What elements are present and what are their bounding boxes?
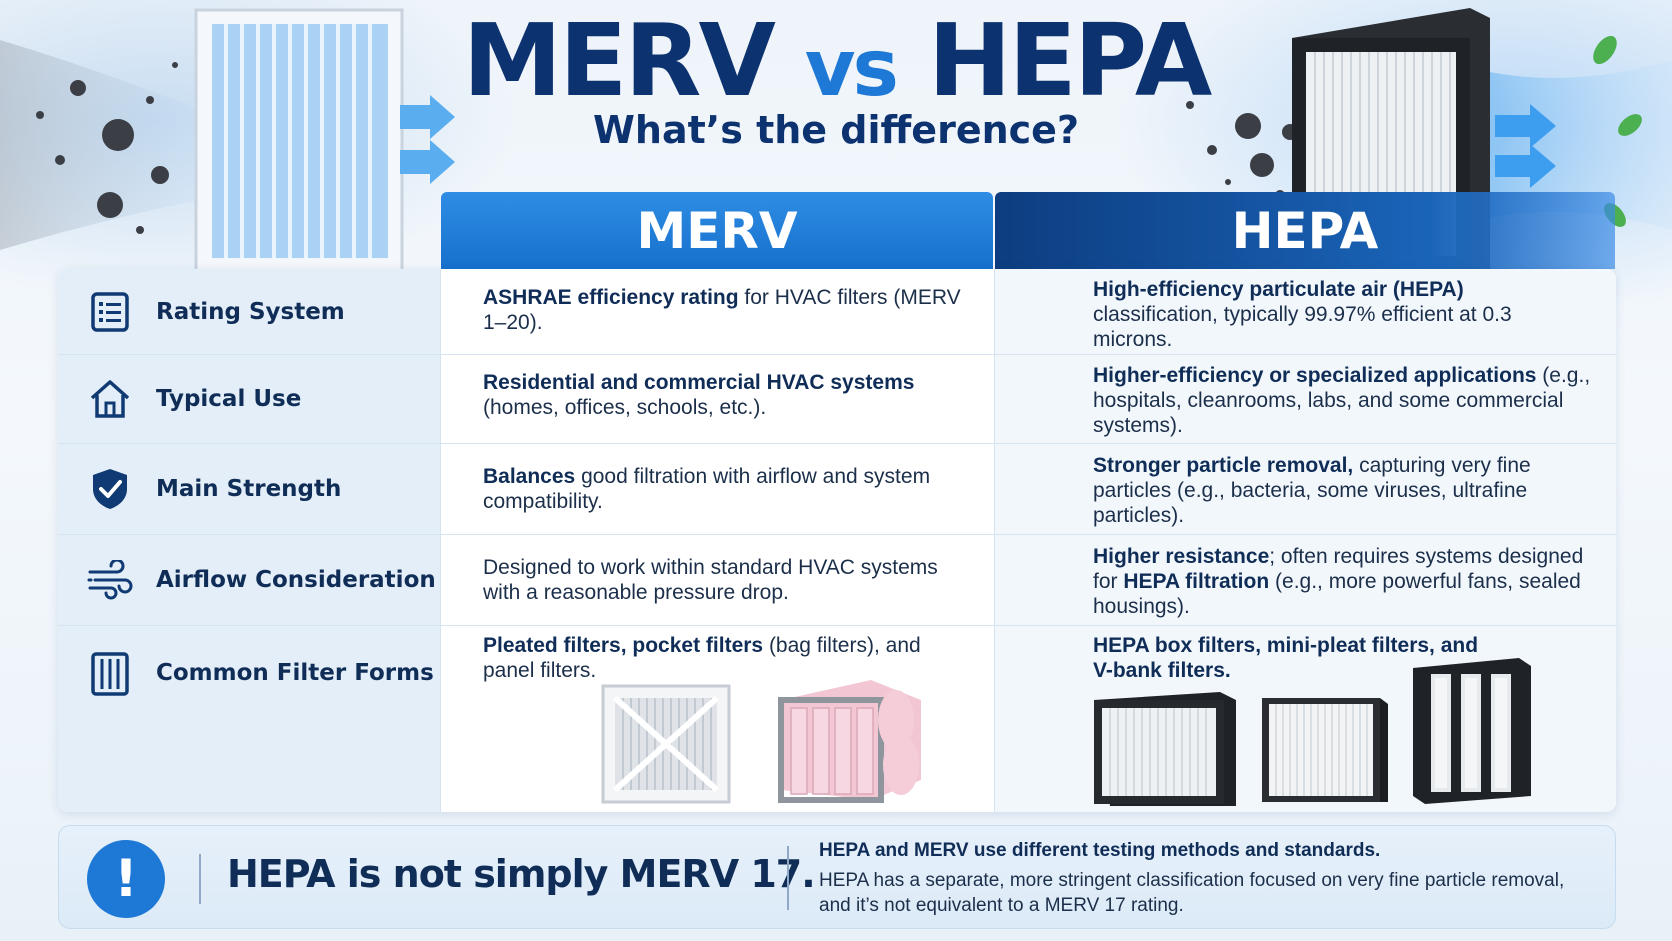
row-label-cell: Main Strength (58, 444, 441, 534)
shield-check-icon (84, 463, 136, 515)
merv-description: Balances good filtration with airflow an… (483, 465, 931, 513)
merv-cell: ASHRAE efficiency rating for HVAC filter… (441, 269, 995, 354)
hepa-description: Higher resistance; often requires system… (1093, 545, 1584, 618)
hepa-description: HEPA box filters, mini-pleat filters, an… (1093, 634, 1479, 682)
page-subtitle: What’s the difference? (593, 108, 1079, 152)
pocket-filter-image (778, 680, 921, 803)
row-label: Typical Use (156, 386, 302, 412)
row-label-cell: Rating System (58, 269, 441, 354)
hepa-cell: High-efficiency particulate air (HEPA) c… (995, 269, 1616, 354)
table-row-common-filter-forms: Common Filter Forms Pleated filters, poc… (58, 626, 1616, 812)
hepa-cell: Higher-efficiency or specialized applica… (995, 355, 1616, 443)
banner-note: HEPA has a separate, more stringent clas… (819, 870, 1565, 916)
merv-description: ASHRAE efficiency rating for HVAC filter… (483, 286, 961, 334)
table-row-typical-use: Typical Use Residential and commercial H… (58, 355, 1616, 444)
row-label-cell: Typical Use (58, 355, 441, 443)
row-label-cell: Common Filter Forms (58, 626, 441, 812)
merv-description: Designed to work within standard HVAC sy… (483, 556, 938, 604)
merv-cell: Balances good filtration with airflow an… (441, 444, 995, 534)
v-bank-filter-image (1413, 658, 1531, 804)
row-label: Main Strength (156, 476, 342, 502)
bottom-note-banner: ! HEPA is not simply MERV 17. HEPA and M… (58, 825, 1616, 929)
table-row-main-strength: Main Strength Balances good filtration w… (58, 444, 1616, 535)
merv-cell: Pleated filters, pocket filters (bag fil… (441, 626, 995, 812)
exclamation-icon: ! (87, 840, 165, 918)
merv-cell: Designed to work within standard HVAC sy… (441, 535, 995, 625)
wind-icon (84, 554, 136, 606)
merv-description: Residential and commercial HVAC systems … (483, 371, 915, 419)
page-title: MERV vs HEPA (0, 6, 1672, 116)
hepa-cell: HEPA box filters, mini-pleat filters, an… (995, 626, 1616, 812)
table-row-rating-system: Rating System ASHRAE efficiency rating f… (58, 269, 1616, 355)
row-label: Common Filter Forms (156, 660, 434, 686)
merv-cell: Residential and commercial HVAC systems … (441, 355, 995, 443)
row-label: Airflow Consideration (156, 567, 436, 593)
filter-icon (84, 648, 136, 700)
merv-description: Pleated filters, pocket filters (bag fil… (483, 634, 921, 682)
panel-filter-image (601, 684, 731, 804)
banner-divider (199, 854, 201, 904)
banner-divider (787, 846, 789, 910)
mini-pleat-filter-image (1262, 698, 1388, 802)
comparison-table: Rating System ASHRAE efficiency rating f… (58, 269, 1616, 812)
table-row-airflow-consideration: Airflow Consideration Designed to work w… (58, 535, 1616, 626)
hepa-box-filter-image (1094, 692, 1236, 806)
merv-filter-illustration (0, 8, 455, 270)
hepa-cell: Stronger particle removal, capturing ver… (995, 444, 1616, 534)
title-vs: vs (804, 24, 899, 114)
title-merv: MERV (462, 2, 776, 119)
hepa-description: Stronger particle removal, capturing ver… (1093, 454, 1531, 527)
list-icon (84, 286, 136, 338)
home-icon (84, 373, 136, 425)
banner-note-bold: HEPA and MERV use different testing meth… (819, 840, 1381, 861)
row-label: Rating System (156, 298, 345, 325)
row-label-cell: Airflow Consideration (58, 535, 441, 625)
hepa-description: Higher-efficiency or specialized applica… (1093, 364, 1591, 437)
hepa-cell: Higher resistance; often requires system… (995, 535, 1616, 625)
banner-headline: HEPA is not simply MERV 17. (227, 852, 816, 896)
hepa-description: High-efficiency particulate air (HEPA) c… (1093, 278, 1512, 351)
column-header-merv: MERV (441, 192, 993, 269)
column-header-hepa: HEPA (995, 192, 1615, 269)
title-hepa: HEPA (927, 2, 1213, 119)
